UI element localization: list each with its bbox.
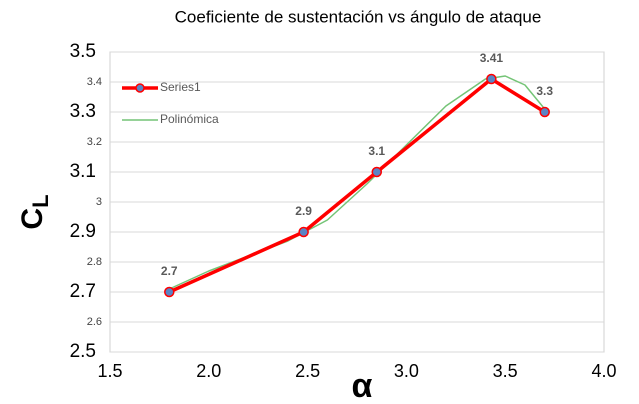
x-tick-label: 2.0 [196,361,221,381]
y-axis-label-group: CL [16,194,53,229]
x-tick-label: 2.5 [295,361,320,381]
y-tick-label: 3.2 [87,136,102,148]
y-tick-label: 3.5 [70,41,96,62]
data-label: 2.7 [161,264,178,278]
y-tick-label: 2.6 [87,316,102,328]
y-tick-label: 2.8 [87,256,102,268]
legend-label: Series1 [160,80,201,94]
series-line [168,77,546,294]
data-label: 3.3 [536,84,553,98]
y-tick-label: 3 [96,196,102,208]
y-tick-label: 3.3 [70,101,96,122]
trend-line [168,75,546,290]
x-tick-label: 4.0 [591,361,616,381]
y-tick-label: 3.4 [87,76,102,88]
data-label: 2.9 [295,204,312,218]
y-tick-label: 2.7 [70,281,96,302]
x-axis-label: α [352,367,373,404]
marker [164,286,175,298]
y-axis-label-main: C [16,208,49,230]
marker [371,166,383,178]
marker [486,73,497,85]
y-tick-label: 3.1 [70,161,96,182]
y-tick-label: 2.9 [70,221,96,242]
x-tick-label: 3.0 [394,361,419,381]
legend-label: Polinómica [160,112,219,126]
data-label: 3.41 [480,51,504,65]
legend-marker [135,83,145,93]
marker [298,226,309,238]
data-label: 3.1 [368,144,385,158]
chart-title: Coeficiente de sustentación vs ángulo de… [175,7,542,26]
x-tick-label: 1.5 [97,361,122,381]
legend: Series1 Polinómica [122,80,219,126]
y-axis-label: CL [16,194,53,229]
y-axis-label-sub: L [28,194,53,207]
y-tick-label: 2.5 [70,341,96,362]
x-tick-label: 3.5 [493,361,518,381]
marker [539,106,550,118]
